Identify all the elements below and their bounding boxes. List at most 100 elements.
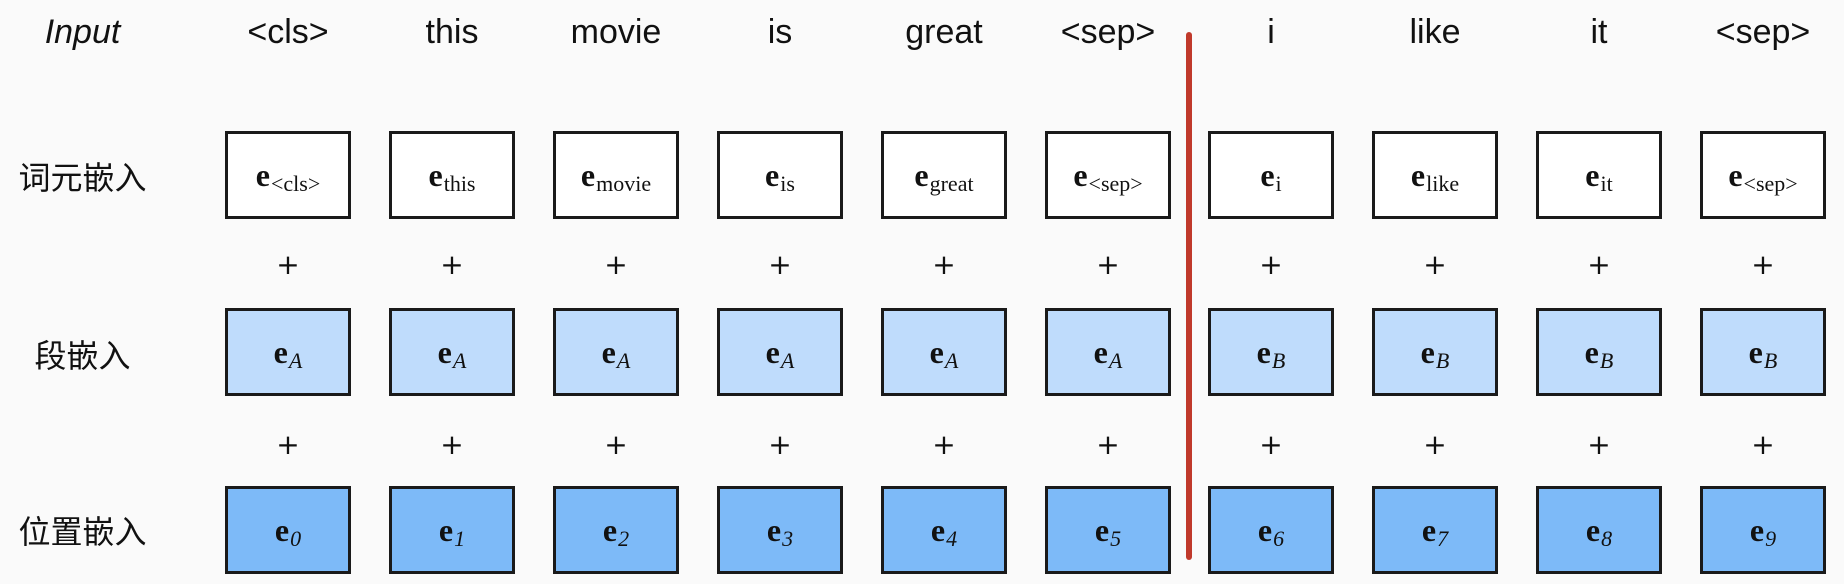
embedding-symbol: e (766, 511, 782, 548)
plus-sign: + (1423, 428, 1447, 461)
embedding-symbol: e (601, 333, 616, 370)
plus-sign: + (1259, 248, 1283, 281)
input-token: i (1267, 13, 1275, 51)
embedding-symbol: e (273, 333, 288, 370)
plus-sign: + (1096, 428, 1120, 461)
embedding-symbol: e (1094, 511, 1110, 548)
embedding-symbol: e (1410, 156, 1426, 193)
input-token: it (1590, 13, 1608, 51)
embedding-symbol: e (602, 511, 618, 548)
embedding-subscript: great (929, 171, 974, 196)
token-embedding-box: e like (1372, 131, 1498, 219)
plus-sign: + (1587, 248, 1611, 281)
token-embedding-box: e <cls> (225, 131, 351, 219)
embedding-subscript: 0 (290, 526, 302, 551)
plus-sign: + (440, 428, 464, 461)
embedding-symbol: e (1260, 156, 1275, 193)
embedding-symbol: e (274, 511, 290, 548)
plus-sign: + (768, 248, 792, 281)
input-token: like (1409, 13, 1461, 51)
input-token: movie (570, 13, 662, 51)
embedding-subscript: is (780, 171, 795, 196)
embedding-symbol: e (437, 333, 452, 370)
embedding-symbol: e (1421, 511, 1437, 548)
row-label-token-embedding: 词元嵌入 (18, 159, 147, 197)
plus-sign: + (276, 248, 300, 281)
embedding-symbol: e (930, 511, 946, 548)
embedding-subscript: A (1108, 348, 1123, 373)
embedding-symbol: e (1073, 156, 1088, 193)
embedding-symbol: e (1093, 333, 1108, 370)
embedding-subscript: <sep> (1743, 171, 1798, 196)
plus-sign: + (1259, 428, 1283, 461)
input-token: <cls> (247, 13, 329, 51)
embedding-symbol: e (765, 156, 780, 193)
embedding-subscript: A (944, 348, 959, 373)
embedding-subscript: <sep> (1088, 171, 1143, 196)
embedding-subscript: 9 (1765, 526, 1777, 551)
embedding-subscript: A (780, 348, 795, 373)
embedding-symbol: e (1728, 156, 1743, 193)
row-label-input: Input (44, 13, 121, 51)
embedding-symbol: e (1584, 333, 1599, 370)
segment-divider-line (1186, 32, 1192, 560)
embedding-subscript: 2 (618, 526, 630, 551)
embedding-subscript: 3 (782, 526, 794, 551)
embedding-symbol: e (914, 156, 929, 193)
embedding-symbol: e (1256, 333, 1271, 370)
embedding-subscript: 1 (454, 526, 466, 551)
embedding-subscript: B (1763, 348, 1778, 373)
input-token: great (905, 13, 983, 51)
embedding-symbol: e (1749, 511, 1765, 548)
embedding-subscript: 5 (1110, 526, 1122, 551)
plus-sign: + (1751, 428, 1775, 461)
embedding-symbol: e (1420, 333, 1435, 370)
embedding-symbol: e (1585, 156, 1600, 193)
plus-sign: + (604, 248, 628, 281)
embedding-subscript: like (1426, 171, 1460, 196)
token-embedding-box: e it (1536, 131, 1662, 219)
embedding-symbol: e (1585, 511, 1601, 548)
token-embedding-box: e <sep> (1045, 131, 1171, 219)
embedding-symbol: e (428, 156, 443, 193)
embedding-symbol: e (438, 511, 454, 548)
embedding-subscript: i (1275, 171, 1282, 196)
plus-sign: + (604, 428, 628, 461)
embedding-symbol: e (580, 156, 596, 193)
embedding-symbol: e (1257, 511, 1273, 548)
embedding-subscript: A (452, 348, 467, 373)
embedding-subscript: it (1600, 171, 1613, 196)
embedding-subscript: <cls> (270, 171, 321, 196)
row-label-position-embedding: 位置嵌入 (18, 513, 147, 551)
embedding-subscript: B (1599, 348, 1614, 373)
embedding-symbol: e (765, 333, 780, 370)
embedding-subscript: B (1271, 348, 1286, 373)
embedding-symbol: e (1748, 333, 1763, 370)
token-embedding-box: e great (881, 131, 1007, 219)
token-embedding-box: e movie (553, 131, 679, 219)
plus-sign: + (768, 428, 792, 461)
plus-sign: + (276, 428, 300, 461)
embedding-subscript: 8 (1601, 526, 1613, 551)
input-token: <sep> (1715, 13, 1811, 51)
embedding-subscript: movie (596, 171, 652, 196)
plus-sign: + (1587, 428, 1611, 461)
embedding-subscript: 4 (946, 526, 958, 551)
